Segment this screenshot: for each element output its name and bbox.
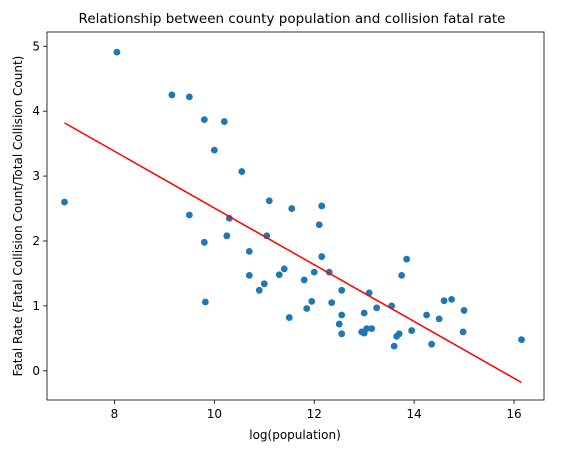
scatter-point-27 bbox=[300, 276, 308, 284]
scatter-point-56 bbox=[460, 307, 468, 314]
y-tick-label: 2 bbox=[32, 234, 40, 248]
scatter-point-42 bbox=[360, 309, 368, 317]
scatter-point-21 bbox=[310, 268, 318, 276]
scatter-point-11 bbox=[318, 202, 326, 210]
scatter-point-8 bbox=[238, 168, 246, 175]
scatter-point-57 bbox=[459, 328, 467, 336]
scatter-point-44 bbox=[368, 325, 376, 333]
plot-frame bbox=[46, 31, 545, 401]
y-axis: 0 1 2 3 4 5 bbox=[32, 39, 47, 378]
scatter-point-38 bbox=[335, 320, 343, 328]
scatter-point-14 bbox=[225, 214, 233, 222]
x-axis: 8 10 12 14 16 bbox=[111, 400, 522, 421]
scatter-point-12 bbox=[315, 221, 323, 229]
regression-line bbox=[64, 122, 522, 384]
chart-marks bbox=[61, 48, 525, 384]
scatter-point-37 bbox=[338, 311, 346, 319]
scatter-point-53 bbox=[435, 315, 443, 323]
scatter-point-6 bbox=[220, 118, 228, 125]
scatter-point-55 bbox=[448, 296, 455, 303]
scatter-point-50 bbox=[390, 342, 398, 350]
scatter-point-5 bbox=[200, 116, 208, 124]
scatter-point-4 bbox=[185, 93, 193, 101]
scatter-point-1 bbox=[61, 198, 68, 206]
scatter-point-22 bbox=[280, 265, 288, 273]
scatter-point-43 bbox=[363, 325, 371, 333]
scatter-point-52 bbox=[428, 340, 436, 348]
scatter-point-25 bbox=[260, 280, 268, 288]
scatter-point-18 bbox=[245, 247, 253, 255]
y-tick-label: 5 bbox=[32, 39, 40, 53]
scatter-point-23 bbox=[275, 271, 283, 279]
scatter-point-15 bbox=[200, 238, 208, 246]
scatter-point-58 bbox=[518, 336, 525, 344]
scatter-point-33 bbox=[285, 314, 293, 321]
x-tick-label: 16 bbox=[506, 407, 521, 421]
scatter-point-24 bbox=[245, 271, 253, 279]
scatter-point-36 bbox=[328, 299, 336, 307]
scatter-point-26 bbox=[255, 286, 263, 294]
scatter-point-51 bbox=[423, 311, 431, 319]
scatter-point-2 bbox=[113, 48, 121, 56]
y-axis-label: Fatal Rate (Fatal Collision Count/Total … bbox=[11, 56, 25, 377]
scatter-point-7 bbox=[210, 146, 218, 154]
chart-title: Relationship between county population a… bbox=[79, 11, 506, 27]
scatter-point-28 bbox=[338, 286, 346, 294]
scatter-point-3 bbox=[168, 91, 176, 99]
scatter-point-45 bbox=[373, 304, 381, 312]
scatter-point-13 bbox=[185, 211, 193, 219]
scatter-point-39 bbox=[338, 330, 346, 338]
y-tick-label: 3 bbox=[32, 169, 40, 183]
scatter-point-49 bbox=[408, 327, 416, 334]
x-tick-label: 10 bbox=[207, 407, 222, 421]
scatter-point-10 bbox=[288, 205, 296, 212]
y-tick-label: 0 bbox=[32, 364, 40, 378]
plot-area bbox=[47, 32, 544, 400]
scatter-point-35 bbox=[308, 297, 316, 305]
scatter-point-34 bbox=[303, 305, 311, 312]
scatter-point-16 bbox=[223, 232, 231, 240]
x-tick-label: 8 bbox=[111, 407, 119, 421]
scatter-point-32 bbox=[201, 298, 209, 306]
x-axis-label: log(population) bbox=[249, 428, 341, 442]
scatter-point-48 bbox=[395, 330, 403, 338]
y-tick-label: 1 bbox=[32, 299, 40, 313]
scatter-point-54 bbox=[440, 297, 448, 305]
y-tick-label: 4 bbox=[32, 104, 40, 118]
x-tick-label: 12 bbox=[307, 407, 322, 421]
scatter-point-19 bbox=[318, 253, 326, 260]
scatter-point-30 bbox=[398, 271, 406, 279]
scatter-point-31 bbox=[403, 255, 411, 263]
x-tick-label: 14 bbox=[406, 407, 421, 421]
scatter-point-9 bbox=[265, 197, 273, 205]
